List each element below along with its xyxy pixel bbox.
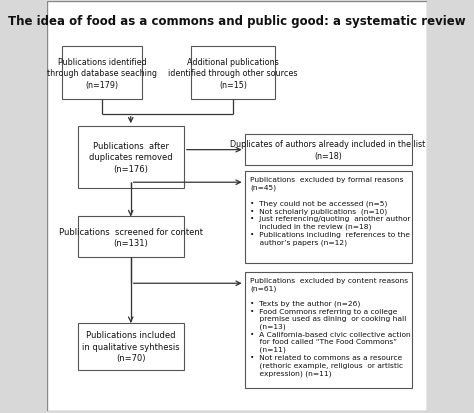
Text: Publications  screened for content
(n=131): Publications screened for content (n=131… xyxy=(59,227,203,247)
Text: Publications identified
through database seaching
(n=179): Publications identified through database… xyxy=(47,58,157,90)
Text: Publications  after
duplicates removed
(n=176): Publications after duplicates removed (n… xyxy=(89,142,173,173)
Text: Publications  excluded by content reasons
(n=61)

•  Texts by the author (n=26)
: Publications excluded by content reasons… xyxy=(250,277,411,376)
FancyBboxPatch shape xyxy=(245,272,411,389)
FancyBboxPatch shape xyxy=(78,217,184,258)
Text: Duplicates of authors already included in the list
(n=18): Duplicates of authors already included i… xyxy=(230,140,426,161)
FancyBboxPatch shape xyxy=(245,135,411,166)
FancyBboxPatch shape xyxy=(78,323,184,370)
FancyBboxPatch shape xyxy=(191,47,275,100)
Text: The idea of food as a commons and public good: a systematic review: The idea of food as a commons and public… xyxy=(8,15,466,28)
Text: Additional publications
identified through other sources
(n=15): Additional publications identified throu… xyxy=(168,58,298,90)
Text: Publications  excluded by formal reasons
(n=45)

•  They could not be accessed (: Publications excluded by formal reasons … xyxy=(250,177,410,245)
FancyBboxPatch shape xyxy=(78,127,184,188)
FancyBboxPatch shape xyxy=(63,47,142,100)
Text: Publications included
in qualitative syhthesis
(n=70): Publications included in qualitative syh… xyxy=(82,331,180,363)
FancyBboxPatch shape xyxy=(245,172,411,264)
